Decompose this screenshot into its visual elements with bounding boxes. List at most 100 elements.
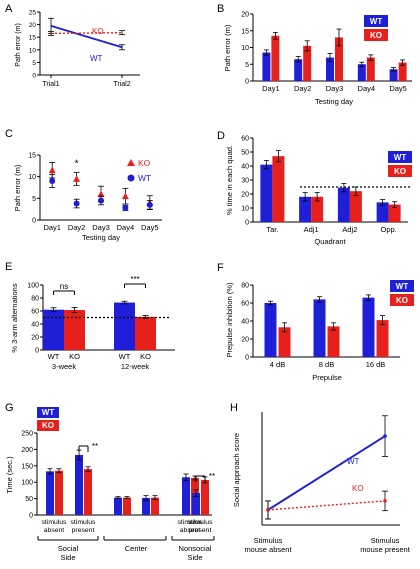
- series-label-ko: KO: [92, 27, 104, 36]
- significance-marker: **: [92, 442, 98, 451]
- x-tick-label: Adj2: [342, 225, 357, 234]
- x-tick-label: Trial1: [42, 81, 59, 88]
- x-tick-label: 8 dB: [319, 360, 334, 369]
- y-tick-label: 20: [241, 192, 249, 199]
- error-bar-ko: [392, 201, 398, 208]
- x-tick-label: 4 dB: [270, 360, 285, 369]
- x-tick-label: absent: [180, 527, 201, 534]
- x-tick-label: Day2: [68, 223, 86, 232]
- bar-ko: [376, 320, 389, 357]
- bar-ko: [388, 204, 401, 222]
- x-tick-label: Opp.: [380, 225, 396, 234]
- y-tick-label: 250: [21, 431, 33, 438]
- legend-label-ko: KO: [394, 167, 406, 176]
- legend-label-wt: WT: [370, 17, 383, 26]
- y-tick-label: 40: [31, 322, 39, 329]
- panel-label: H: [230, 402, 238, 414]
- error-bar-ko: [353, 186, 359, 196]
- y-tick-label: 0: [32, 218, 36, 225]
- panel-label: D: [217, 130, 225, 142]
- bar-ko: [366, 57, 375, 81]
- bar-wt: [75, 454, 83, 515]
- error-bar-wt: [391, 67, 397, 72]
- y-axis-title: Path error (m): [13, 164, 22, 211]
- side-bracket: [103, 536, 167, 541]
- legend-swatch-ko: [390, 294, 414, 306]
- side-label: Side: [60, 553, 75, 562]
- x-tick-label: Day4: [117, 223, 135, 232]
- x-tick-label: Day5: [389, 84, 407, 93]
- bar-wt: [182, 477, 190, 515]
- panel-label: E: [5, 261, 12, 273]
- bar-ko: [201, 479, 209, 515]
- bar-wt: [114, 497, 122, 515]
- legend-swatch-wt: [390, 280, 414, 292]
- bar-wt: [376, 202, 389, 222]
- y-tick-label: 150: [21, 463, 33, 470]
- error-bar-wt: [295, 56, 301, 63]
- y-tick-label: 80: [31, 296, 39, 303]
- side-label: Side: [187, 553, 202, 562]
- y-tick-label: 100: [21, 480, 33, 487]
- error-bar-ko: [119, 30, 125, 36]
- bar-wt: [313, 299, 326, 357]
- error-bar-ko: [124, 496, 130, 500]
- x-tick-label: Adj1: [304, 225, 319, 234]
- legend-swatch-wt: [364, 15, 388, 27]
- y-tick-label: 60: [241, 301, 249, 308]
- y-tick-label: 10: [28, 174, 36, 181]
- y-tick-label: 20: [241, 12, 249, 19]
- y-tick-label: 60: [241, 136, 249, 143]
- point-wt: [49, 178, 56, 184]
- y-tick-label: 50: [25, 496, 33, 503]
- bar-ko: [151, 497, 159, 515]
- x-tick-label: Day4: [358, 84, 376, 93]
- y-tick-label: 25: [29, 10, 37, 17]
- legend-swatch-wt: [37, 407, 59, 418]
- error-bar-wt: [380, 199, 386, 206]
- bar-ko: [278, 327, 291, 357]
- bar-ko: [349, 191, 362, 222]
- y-tick-label: 200: [21, 447, 33, 454]
- error-bar-ko: [400, 59, 406, 66]
- significance-bracket: [78, 445, 89, 452]
- point-ko: [97, 190, 105, 197]
- point-ko: [383, 499, 387, 503]
- error-bar-ko: [48, 31, 54, 36]
- point-wt: [383, 434, 387, 438]
- y-tick-label: 0: [245, 220, 249, 227]
- legend-label-wt: WT: [396, 282, 409, 291]
- error-bar-ko: [331, 322, 336, 331]
- bar-wt: [299, 196, 312, 222]
- y-tick-label: 20: [31, 335, 39, 342]
- y-tick-label: 0: [245, 355, 249, 362]
- y-tick-label: 15: [28, 153, 36, 160]
- error-bar-ko: [71, 307, 78, 314]
- x-tick-label: Day5: [141, 223, 159, 232]
- series-label-ko: KO: [352, 484, 364, 493]
- x-tick-label: Day3: [92, 223, 110, 232]
- x-tick-label: Stimulus: [254, 536, 283, 545]
- legend-label-wt: WT: [42, 408, 55, 417]
- series-line-ko: [267, 500, 386, 511]
- legend-swatch-ko: [388, 165, 412, 177]
- y-tick-label: 50: [241, 150, 249, 157]
- x-axis-title: Quadrant: [314, 237, 346, 246]
- panel-d: D 0 10 20 30 40 50 60 % time in each quad. Tar. Ad…: [217, 130, 412, 246]
- group-label: 12-week: [121, 362, 150, 371]
- y-tick-label: 100: [27, 283, 39, 290]
- y-axis-title: Path error (m): [15, 23, 22, 67]
- bar-wt: [357, 64, 366, 81]
- x-tick-label: stimulus: [188, 519, 214, 526]
- y-axis-title: Path error (m): [223, 24, 232, 71]
- error-bar-wt: [263, 159, 269, 170]
- y-tick-label: 10: [241, 206, 249, 213]
- bar-wt: [262, 52, 271, 81]
- error-bar-ko: [314, 192, 320, 202]
- bar-ko: [311, 196, 324, 222]
- side-bracket: [37, 536, 99, 541]
- x-tick-label: Day1: [43, 223, 61, 232]
- y-axis-title: % time in each quad.: [225, 145, 234, 215]
